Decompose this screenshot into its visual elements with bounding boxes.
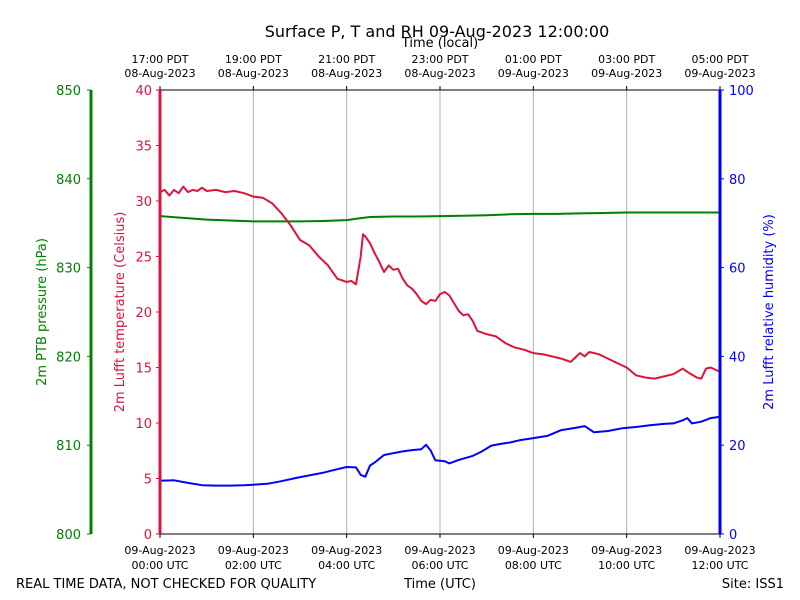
temperature-series-line — [159, 185, 721, 380]
x-tick-label-time: 08:00 UTC — [505, 559, 562, 572]
humidity-tick-label: 80 — [729, 173, 746, 188]
top-x-tick-label-date: 08-Aug-2023 — [404, 67, 475, 80]
top-x-tick-label-date: 08-Aug-2023 — [311, 67, 382, 80]
top-x-tick-label-time: 19:00 PDT — [225, 53, 282, 66]
pressure-series-line — [159, 211, 720, 223]
quality-disclaimer: REAL TIME DATA, NOT CHECKED FOR QUALITY — [16, 577, 316, 592]
temperature-tick-label: 30 — [135, 195, 152, 210]
temperature-tick-label: 25 — [135, 251, 152, 266]
temperature-tick-label: 0 — [144, 528, 152, 543]
humidity-tick-label: 20 — [729, 439, 746, 454]
x-axis-label: Time (UTC) — [403, 577, 476, 592]
pressure-tick-label: 850 — [56, 84, 81, 99]
site-label: Site: ISS1 — [722, 577, 784, 592]
temperature-tick-label: 35 — [135, 140, 152, 155]
top-x-tick-label-time: 23:00 PDT — [411, 53, 468, 66]
pressure-axis-label: 2m PTB pressure (hPa) — [35, 238, 50, 386]
humidity-tick-label: 60 — [729, 262, 746, 277]
series-layer — [159, 185, 721, 487]
x-tick-label-time: 12:00 UTC — [691, 559, 748, 572]
grid-lines — [252, 90, 628, 534]
top-x-tick-label-date: 09-Aug-2023 — [684, 67, 755, 80]
x-tick-label-date: 09-Aug-2023 — [498, 544, 569, 557]
top-x-tick-label-date: 09-Aug-2023 — [498, 67, 569, 80]
pressure-tick-label: 800 — [56, 528, 81, 543]
temperature-tick-label: 40 — [135, 84, 152, 99]
temperature-axis-label: 2m Lufft temperature (Celsius) — [113, 212, 128, 413]
humidity-axis: 0 20 40 60 80 100 — [718, 84, 754, 543]
x-tick-label-date: 09-Aug-2023 — [684, 544, 755, 557]
x-tick-label-time: 00:00 UTC — [131, 559, 188, 572]
top-x-tick-label-date: 08-Aug-2023 — [124, 67, 195, 80]
temperature-tick-label: 10 — [135, 417, 152, 432]
x-tick-label-date: 09-Aug-2023 — [218, 544, 289, 557]
top-x-tick-label-time: 03:00 PDT — [598, 53, 655, 66]
humidity-tick-label: 100 — [729, 84, 754, 99]
top-x-tick-label-time: 21:00 PDT — [318, 53, 375, 66]
top-x-tick-label-time: 01:00 PDT — [505, 53, 562, 66]
pressure-axis: 800 810 820 830 840 850 — [56, 84, 93, 543]
humidity-series-line — [159, 415, 721, 487]
humidity-tick-label: 0 — [729, 528, 737, 543]
temperature-axis: 0 5 10 15 20 25 30 35 40 — [135, 84, 162, 543]
x-tick-label-time: 02:00 UTC — [225, 559, 282, 572]
temperature-tick-label: 15 — [135, 362, 152, 377]
pressure-tick-label: 820 — [56, 350, 81, 365]
temperature-tick-label: 5 — [144, 473, 152, 488]
x-tick-label-date: 09-Aug-2023 — [124, 544, 195, 557]
x-tick-label-date: 09-Aug-2023 — [404, 544, 475, 557]
chart-title: Surface P, T and RH 09-Aug-2023 12:00:00 — [265, 22, 610, 41]
temperature-tick-label: 20 — [135, 306, 152, 321]
top-axis-label: Time (local) — [401, 36, 478, 51]
x-axis-bottom: 09-Aug-2023 00:00 UTC 09-Aug-2023 02:00 UTC… — [124, 534, 756, 572]
humidity-tick-label: 40 — [729, 350, 746, 365]
x-tick-label-date: 09-Aug-2023 — [311, 544, 382, 557]
pressure-tick-label: 810 — [56, 439, 81, 454]
pressure-tick-label: 830 — [56, 262, 81, 277]
humidity-axis-label: 2m Lufft relative humidity (%) — [762, 214, 777, 410]
top-x-tick-label-time: 17:00 PDT — [131, 53, 188, 66]
top-x-tick-label-date: 08-Aug-2023 — [218, 67, 289, 80]
x-tick-label-time: 10:00 UTC — [598, 559, 655, 572]
top-x-tick-label-time: 05:00 PDT — [691, 53, 748, 66]
pressure-tick-label: 840 — [56, 173, 81, 188]
top-x-tick-label-date: 09-Aug-2023 — [591, 67, 662, 80]
x-tick-label-time: 04:00 UTC — [318, 559, 375, 572]
x-tick-label-date: 09-Aug-2023 — [591, 544, 662, 557]
x-tick-label-time: 06:00 UTC — [411, 559, 468, 572]
